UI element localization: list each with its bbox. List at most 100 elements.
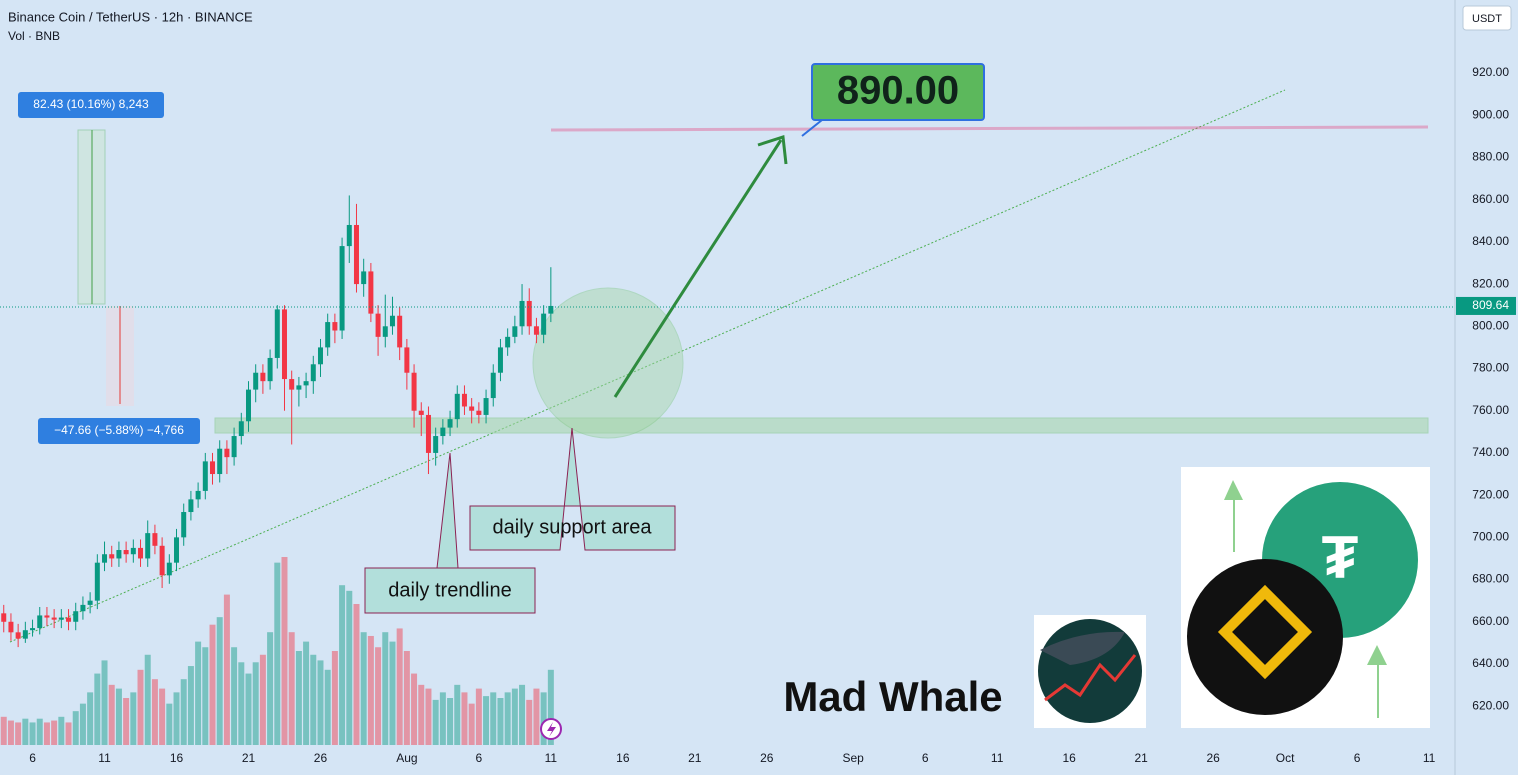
candle-body: [346, 224, 352, 247]
up-arrow: [1367, 645, 1387, 718]
candle-body: [58, 617, 64, 620]
volume-bar: [360, 632, 367, 745]
candle-body: [37, 615, 43, 629]
y-tick-label: 720.00: [1472, 487, 1509, 501]
volume-bar: [51, 720, 58, 745]
candle-body: [44, 615, 50, 618]
candle-body: [418, 410, 424, 415]
volume-bar: [540, 692, 547, 745]
candle-body: [210, 461, 216, 475]
volume-bar: [115, 688, 122, 745]
measure-label: 82.43 (10.16%) 8,243: [33, 97, 149, 111]
volume-bar: [317, 660, 324, 745]
candle-body: [469, 406, 475, 411]
candle-body: [317, 347, 323, 365]
volume-bar: [295, 651, 302, 745]
volume-bar: [425, 688, 432, 745]
candle-body: [325, 322, 331, 348]
y-tick-label: 860.00: [1472, 192, 1509, 206]
volume-bar: [22, 718, 29, 745]
x-tick-label: 21: [688, 751, 702, 765]
candle-body: [80, 604, 86, 612]
candle-body: [51, 617, 57, 620]
volume-bar: [468, 703, 475, 745]
volume-bar: [303, 641, 310, 745]
candle-body: [519, 300, 525, 327]
volume-bar: [245, 673, 252, 745]
y-tick-label: 880.00: [1472, 150, 1509, 164]
candle-body: [181, 512, 187, 538]
volume-bar: [223, 594, 230, 745]
volume-bar: [447, 698, 454, 745]
candle-body: [30, 628, 36, 631]
candle-body: [267, 357, 273, 382]
candle-body: [382, 326, 388, 337]
candle-body: [404, 347, 410, 373]
candle-body: [512, 326, 518, 337]
candle-body: [497, 347, 503, 373]
y-tick-label: 820.00: [1472, 276, 1509, 290]
axes: 620.00 640.00 660.00 680.00 700.00 720.00 740.…: [29, 65, 1516, 765]
volume-bar: [231, 647, 238, 745]
candle-body: [281, 309, 287, 380]
volume-bar: [461, 692, 468, 745]
x-tick-label: 16: [616, 751, 630, 765]
volume-bar: [7, 720, 14, 745]
candle-body: [483, 398, 489, 415]
candle-body: [447, 419, 453, 428]
candle-body: [22, 630, 28, 639]
target-pointer: [801, 119, 823, 137]
volume-bar: [259, 654, 266, 745]
x-tick-label: 26: [1206, 751, 1220, 765]
candle-body: [476, 410, 482, 415]
candle-body: [238, 421, 244, 437]
candle-body: [202, 461, 208, 491]
chart-subtitle: Vol · BNB: [8, 29, 60, 43]
volume-bar: [159, 688, 166, 745]
candle-body: [411, 372, 417, 411]
candle-body: [152, 533, 158, 546]
volume-bar: [511, 688, 518, 745]
volume-bar: [281, 557, 288, 745]
volume-bar: [382, 632, 389, 745]
volume-bar: [367, 635, 374, 745]
currency-box[interactable]: [1462, 5, 1512, 31]
volume-bar: [389, 641, 396, 745]
candle-body: [15, 632, 21, 639]
x-tick-label: 16: [170, 751, 184, 765]
y-tick-label: 640.00: [1472, 656, 1509, 670]
candle-body: [159, 545, 165, 576]
y-tick-label: 800.00: [1472, 318, 1509, 332]
bnb-icon: [1187, 559, 1343, 715]
candle-body: [123, 550, 129, 555]
candle-body: [353, 224, 359, 285]
target-line: [550, 125, 1429, 132]
chart-title: Binance Coin / TetherUS · 12h · BINANCE: [8, 9, 253, 24]
candle-body: [389, 315, 395, 327]
whale-icon: [1040, 631, 1125, 665]
volume-bar: [346, 590, 353, 745]
volume-bar: [43, 722, 50, 745]
candle-body: [533, 326, 539, 335]
volume-bar: [137, 669, 144, 745]
candle-body: [188, 499, 194, 513]
candle-body: [231, 436, 237, 458]
candle-body: [375, 313, 381, 337]
candle-body: [94, 562, 100, 601]
x-tick-label: 6: [476, 751, 483, 765]
arrow: [613, 139, 783, 398]
candle-body: [440, 427, 446, 437]
candle-body: [361, 271, 367, 285]
measure-label: −47.66 (−5.88%) −4,766: [54, 423, 184, 437]
tether-symbol: ₮: [1322, 524, 1359, 591]
y-tick-label: 900.00: [1472, 107, 1509, 121]
measure-label-box: [38, 418, 200, 444]
candle-body: [425, 414, 431, 453]
volume-bar: [432, 699, 439, 745]
volume-bar: [15, 722, 22, 745]
currency[interactable]: USDT: [1472, 13, 1502, 25]
x-tick-label: 6: [29, 751, 36, 765]
volume-bar: [101, 660, 108, 745]
